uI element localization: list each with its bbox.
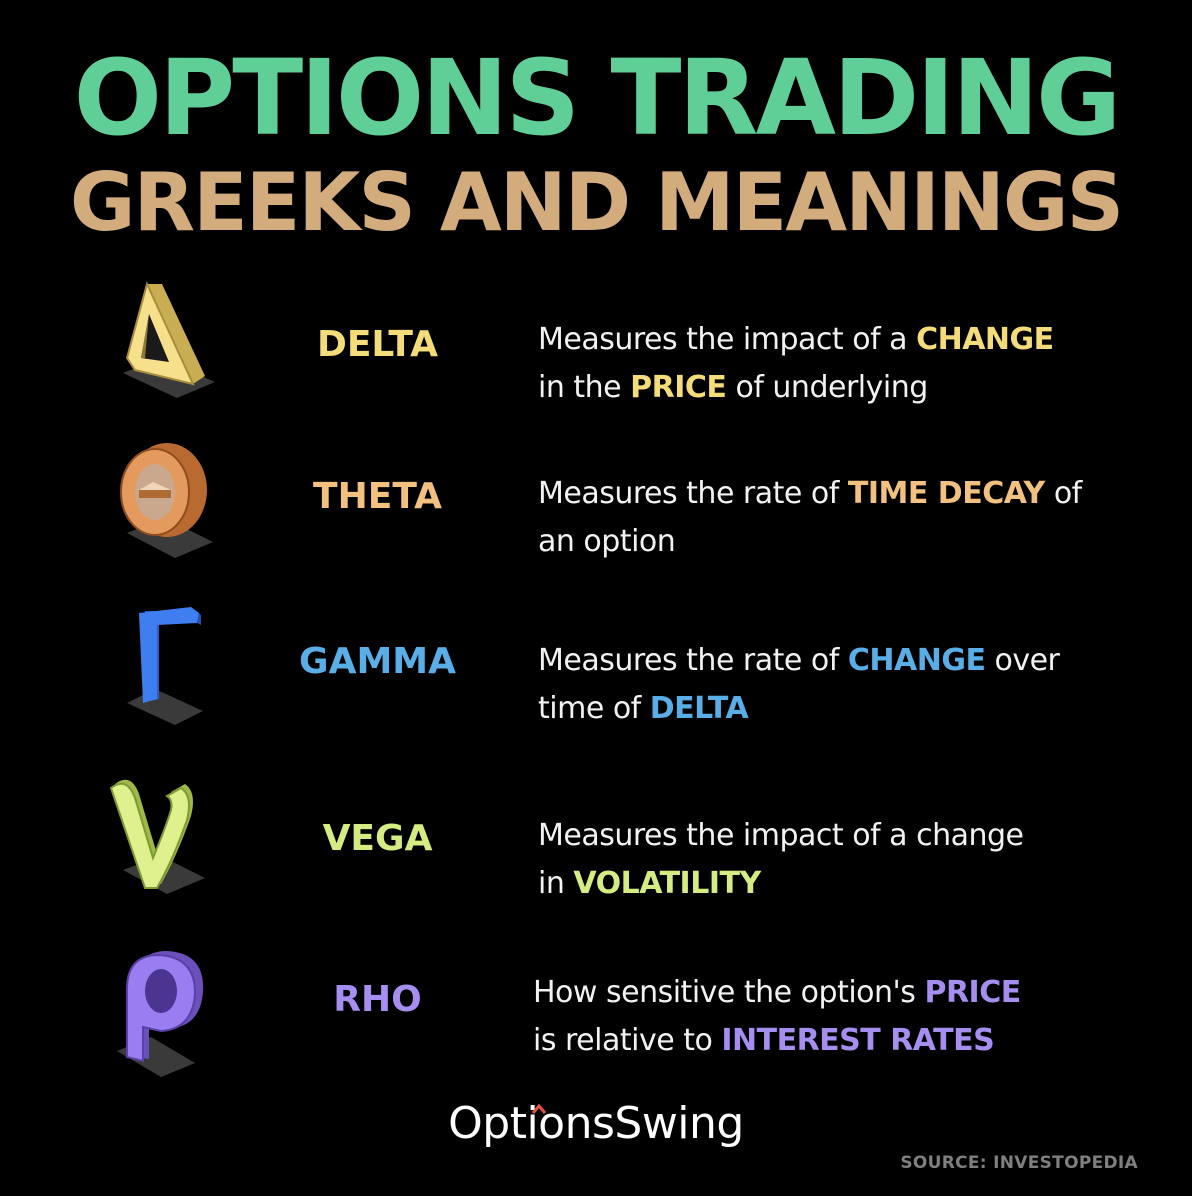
desc-line: is relative to INTEREST RATES — [533, 1023, 995, 1058]
title-greeks-and-meanings: GREEKS AND MEANINGS — [69, 156, 1124, 249]
greek-row-theta: THETA Measures the rate of TIME DECAY of… — [0, 438, 1192, 588]
greek-name-rho: RHO — [333, 979, 422, 1020]
desc-line: Measures the impact of a change — [538, 818, 1024, 853]
desc-line: in the PRICE of underlying — [538, 370, 928, 405]
greek-desc-vega: Measures the impact of a change in VOLAT… — [538, 812, 1148, 908]
greek-row-vega: VEGA Measures the impact of a change in … — [0, 770, 1192, 920]
desc-line: Measures the rate of CHANGE over — [538, 643, 1060, 678]
greek-desc-gamma: Measures the rate of CHANGE over time of… — [538, 637, 1148, 733]
greek-name-vega: VEGA — [322, 818, 433, 859]
theta-icon — [120, 443, 213, 558]
desc-line: in VOLATILITY — [538, 866, 761, 901]
desc-line: time of DELTA — [538, 691, 749, 726]
delta-icon — [123, 281, 215, 398]
desc-line: How sensitive the option's PRICE — [533, 975, 1021, 1010]
highlight-text: DELTA — [649, 691, 749, 726]
source-credit: SOURCE: INVESTOPEDIA — [900, 1153, 1138, 1173]
highlight-text: PRICE — [630, 370, 727, 405]
desc-line: Measures the rate of TIME DECAY of — [538, 476, 1082, 511]
greek-name-delta: DELTA — [316, 324, 439, 365]
greek-row-gamma: GAMMA Measures the rate of CHANGE over t… — [0, 595, 1192, 745]
desc-line: an option — [538, 524, 676, 559]
rho-icon — [117, 951, 204, 1077]
vega-icon — [109, 779, 205, 894]
greek-row-delta: DELTA Measures the impact of a CHANGE in… — [0, 278, 1192, 428]
greek-desc-delta: Measures the impact of a CHANGE in the P… — [538, 316, 1148, 412]
greek-desc-theta: Measures the rate of TIME DECAY of an op… — [538, 470, 1148, 566]
highlight-text: VOLATILITY — [573, 866, 761, 901]
desc-line: Measures the impact of a CHANGE — [538, 322, 1054, 357]
greek-row-rho: RHO How sensitive the option's PRICE is … — [0, 945, 1192, 1095]
title-options-trading: OPTIONS TRADING — [73, 37, 1122, 159]
caret-up-icon — [532, 1104, 546, 1114]
logo-text: OptionsSwing — [448, 1098, 744, 1149]
highlight-text: TIME DECAY — [847, 476, 1045, 511]
highlight-text: CHANGE — [916, 322, 1054, 357]
highlight-text: PRICE — [924, 975, 1021, 1010]
gamma-icon — [127, 607, 203, 725]
greek-name-gamma: GAMMA — [299, 641, 456, 682]
highlight-text: CHANGE — [847, 643, 986, 678]
greek-desc-rho: How sensitive the option's PRICE is rela… — [533, 969, 1143, 1065]
greek-name-theta: THETA — [313, 476, 442, 517]
optionsswing-logo: OptionsSwing — [0, 1098, 1192, 1149]
highlight-text: INTEREST RATES — [721, 1023, 995, 1058]
